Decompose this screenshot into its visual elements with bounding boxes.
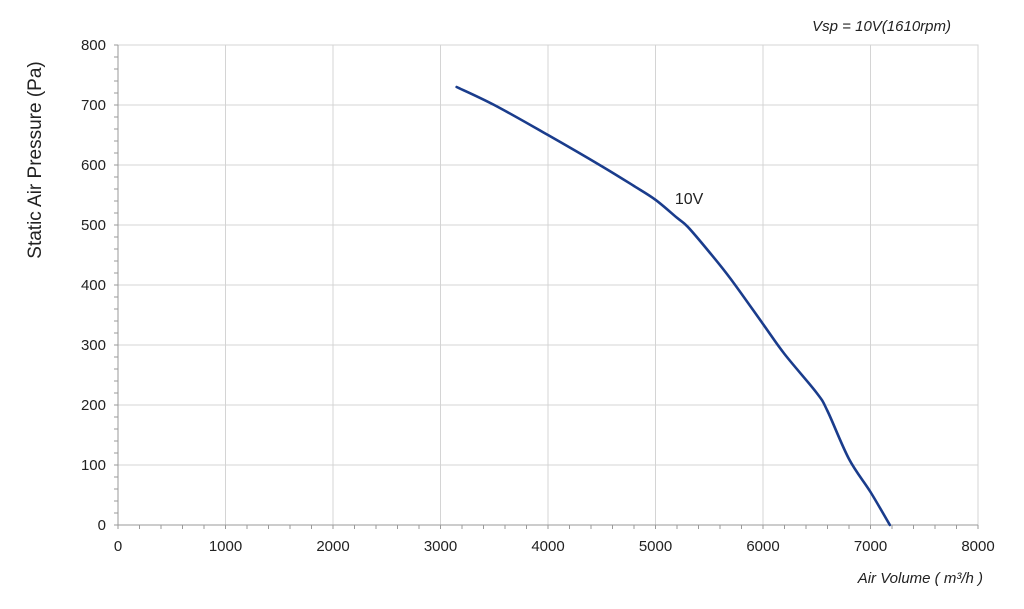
y-axis-title: Static Air Pressure (Pa) xyxy=(25,61,46,258)
minor-ticks xyxy=(114,44,979,529)
y-tick-label: 200 xyxy=(81,397,106,414)
y-tick-label: 600 xyxy=(81,157,106,174)
y-tick-labels: 0 100 200 300 400 500 600 700 800 xyxy=(81,37,106,534)
annotation-vsp: Vsp = 10V(1610rpm) xyxy=(812,18,951,35)
x-tick-label: 2000 xyxy=(316,538,349,555)
x-tick-label: 3000 xyxy=(424,538,457,555)
y-tick-label: 0 xyxy=(98,517,106,534)
x-tick-label: 6000 xyxy=(746,538,779,555)
y-tick-label: 300 xyxy=(81,337,106,354)
x-tick-label: 7000 xyxy=(854,538,887,555)
y-tick-label: 800 xyxy=(81,37,106,54)
x-tick-labels: 0 1000 2000 3000 4000 5000 6000 7000 8000 xyxy=(114,538,995,555)
x-tick-label: 5000 xyxy=(639,538,672,555)
y-tick-label: 400 xyxy=(81,277,106,294)
x-tick-label: 0 xyxy=(114,538,122,555)
y-tick-label: 100 xyxy=(81,457,106,474)
series-group: 10V xyxy=(455,85,892,527)
x-tick-label: 8000 xyxy=(961,538,994,555)
y-tick-label: 700 xyxy=(81,97,106,114)
grid xyxy=(117,44,979,526)
x-axis-title: Air Volume ( m³/h ) xyxy=(857,570,983,587)
series-line-10v xyxy=(455,85,892,527)
x-tick-label: 1000 xyxy=(209,538,242,555)
series-label-10v: 10V xyxy=(675,191,704,208)
x-tick-label: 4000 xyxy=(531,538,564,555)
y-tick-label: 500 xyxy=(81,217,106,234)
